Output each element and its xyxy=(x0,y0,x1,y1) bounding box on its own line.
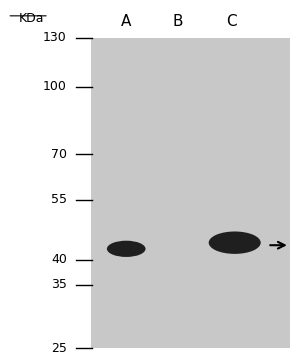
Text: 35: 35 xyxy=(51,278,67,291)
Ellipse shape xyxy=(107,241,146,257)
Text: 70: 70 xyxy=(51,148,67,161)
Text: 100: 100 xyxy=(43,80,67,94)
Text: 130: 130 xyxy=(43,31,67,44)
Text: 25: 25 xyxy=(51,342,67,355)
Text: 55: 55 xyxy=(51,193,67,206)
Text: KDa: KDa xyxy=(18,12,44,25)
Text: A: A xyxy=(121,14,131,29)
Text: 40: 40 xyxy=(51,253,67,266)
Ellipse shape xyxy=(209,232,261,254)
Text: B: B xyxy=(173,14,184,29)
FancyBboxPatch shape xyxy=(91,37,290,348)
Text: C: C xyxy=(226,14,237,29)
